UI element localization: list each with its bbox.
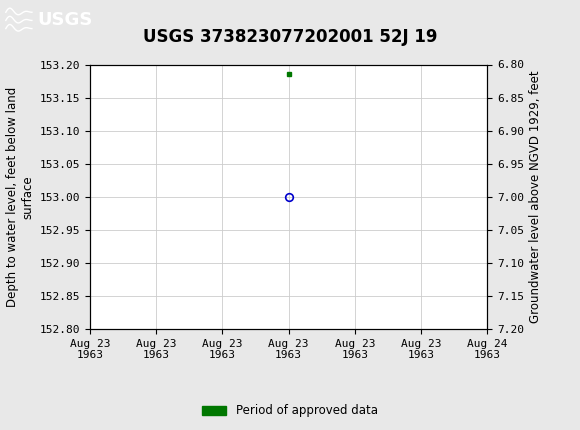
Text: USGS 373823077202001 52J 19: USGS 373823077202001 52J 19 [143, 28, 437, 46]
Legend: Period of approved data: Period of approved data [198, 399, 382, 422]
Y-axis label: Depth to water level, feet below land
surface: Depth to water level, feet below land su… [6, 86, 34, 307]
Text: USGS: USGS [38, 12, 93, 29]
Y-axis label: Groundwater level above NGVD 1929, feet: Groundwater level above NGVD 1929, feet [530, 71, 542, 323]
